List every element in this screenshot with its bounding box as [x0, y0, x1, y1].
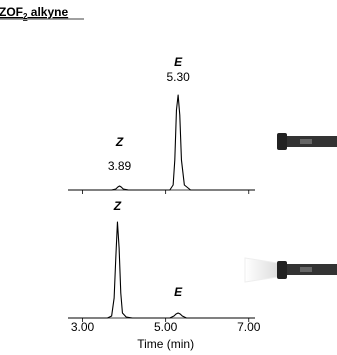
chart: ZOF2 alkyne Z3.89E5.303.005.007.00Time (… — [0, 0, 337, 355]
peak-time-label: 3.89 — [108, 159, 132, 173]
peak-isomer-label: E — [174, 285, 183, 299]
peak-isomer-label: E — [174, 55, 183, 69]
trace — [68, 222, 255, 318]
flashlight-on-icon — [245, 258, 337, 282]
title-suffix: alkyne — [27, 5, 68, 19]
x-tick-label: 3.00 — [71, 320, 95, 334]
trace — [68, 95, 255, 190]
peak-isomer-label: Z — [115, 135, 124, 149]
x-tick-label: 5.00 — [154, 320, 178, 334]
title-main: ZOF — [0, 5, 23, 19]
x-axis-label: Time (min) — [137, 337, 194, 351]
peak-isomer-label: Z — [113, 199, 122, 213]
x-tick-label: 7.00 — [237, 320, 261, 334]
peak-time-label: 5.30 — [166, 70, 190, 84]
flashlight-off-icon — [277, 133, 337, 150]
